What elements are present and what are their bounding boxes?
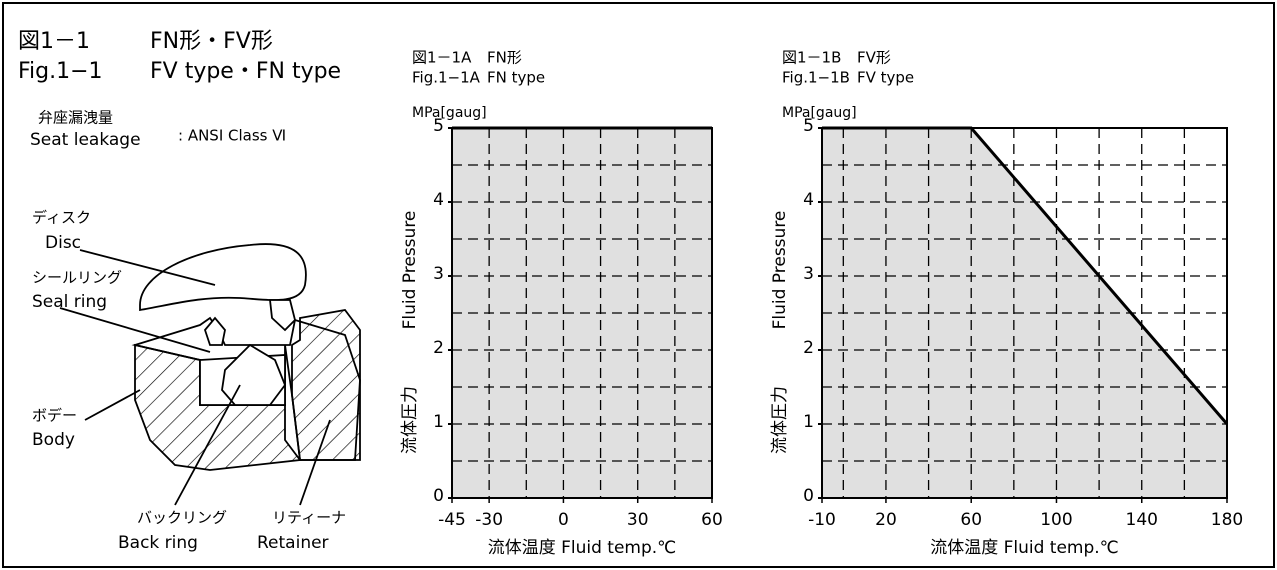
leakage-value: : ANSI Class Ⅵ bbox=[178, 127, 286, 145]
chart-number-en: Fig.1−1B bbox=[782, 69, 850, 87]
part-jp: シールリング bbox=[32, 269, 122, 287]
x-tick-label: -10 bbox=[808, 510, 836, 530]
chart-title-en: FN type bbox=[487, 69, 545, 87]
y-tick-label: 1 bbox=[803, 412, 814, 432]
y-tick-label: 0 bbox=[803, 486, 814, 506]
y-tick-label: 4 bbox=[433, 190, 444, 210]
fig-title-en: FV type・FN type bbox=[150, 59, 341, 84]
x-tick-label: 180 bbox=[1211, 510, 1243, 530]
y-axis-label: 流体圧力 bbox=[400, 386, 420, 454]
chart-number: 図1－1B bbox=[782, 49, 841, 67]
x-tick-label: 60 bbox=[960, 510, 982, 530]
y-axis-label: Fluid Pressure bbox=[770, 211, 790, 330]
chart-number-en: Fig.1−1A bbox=[412, 69, 481, 87]
usable-area bbox=[822, 128, 1227, 498]
part-jp: ボデー bbox=[32, 407, 77, 425]
fig-number-en: Fig.1−1 bbox=[18, 59, 103, 84]
y-axis-label: 流体圧力 bbox=[770, 386, 790, 454]
x-tick-label: 140 bbox=[1126, 510, 1158, 530]
plot-border bbox=[451, 127, 713, 499]
y-tick-label: 2 bbox=[433, 338, 444, 358]
x-tick-label: 100 bbox=[1040, 510, 1072, 530]
y-tick-label: 5 bbox=[433, 116, 444, 136]
leakage-en: Seat leakage bbox=[30, 130, 141, 150]
y-tick-label: 2 bbox=[803, 338, 814, 358]
y-tick-label: 5 bbox=[803, 116, 814, 136]
leakage-jp: 弁座漏洩量 bbox=[38, 109, 113, 127]
y-tick-label: 3 bbox=[803, 264, 814, 284]
part-en: Disc bbox=[45, 233, 81, 253]
x-tick-label: 20 bbox=[875, 510, 897, 530]
fig-number: 図1－1 bbox=[18, 29, 90, 54]
part-en: Body bbox=[32, 430, 75, 450]
y-unit: MPa[gaug] bbox=[782, 105, 857, 121]
chart-title-en: FV type bbox=[857, 69, 914, 87]
part-en: Back ring bbox=[118, 533, 198, 553]
y-tick-label: 4 bbox=[803, 190, 814, 210]
y-axis-label: Fluid Pressure bbox=[400, 211, 420, 330]
part-jp: バックリング bbox=[137, 509, 227, 527]
y-tick-label: 1 bbox=[433, 412, 444, 432]
x-tick-label: 0 bbox=[558, 510, 569, 530]
x-axis-label: 流体温度 Fluid temp.℃ bbox=[930, 538, 1119, 558]
y-unit: MPa[gaug] bbox=[412, 105, 487, 121]
valve-drawing bbox=[59, 243, 361, 506]
part-en: Seal ring bbox=[32, 292, 107, 312]
part-en: Retainer bbox=[257, 533, 329, 553]
x-tick-label: 60 bbox=[701, 510, 723, 530]
chart-number: 図1－1A bbox=[412, 49, 472, 67]
part-jp: リティーナ bbox=[272, 509, 346, 527]
y-tick-label: 3 bbox=[433, 264, 444, 284]
part-jp: ディスク bbox=[32, 209, 91, 227]
chart-title: FV形 bbox=[857, 49, 891, 67]
y-tick-label: 0 bbox=[433, 486, 444, 506]
plot-border bbox=[821, 127, 1228, 499]
x-axis-label: 流体温度 Fluid temp.℃ bbox=[488, 538, 677, 558]
fig-title: FN形・FV形 bbox=[150, 29, 273, 54]
x-tick-label: -30 bbox=[475, 510, 503, 530]
x-tick-label: -45 bbox=[438, 510, 466, 530]
x-tick-label: 30 bbox=[627, 510, 649, 530]
chart-title: FN形 bbox=[487, 49, 522, 67]
